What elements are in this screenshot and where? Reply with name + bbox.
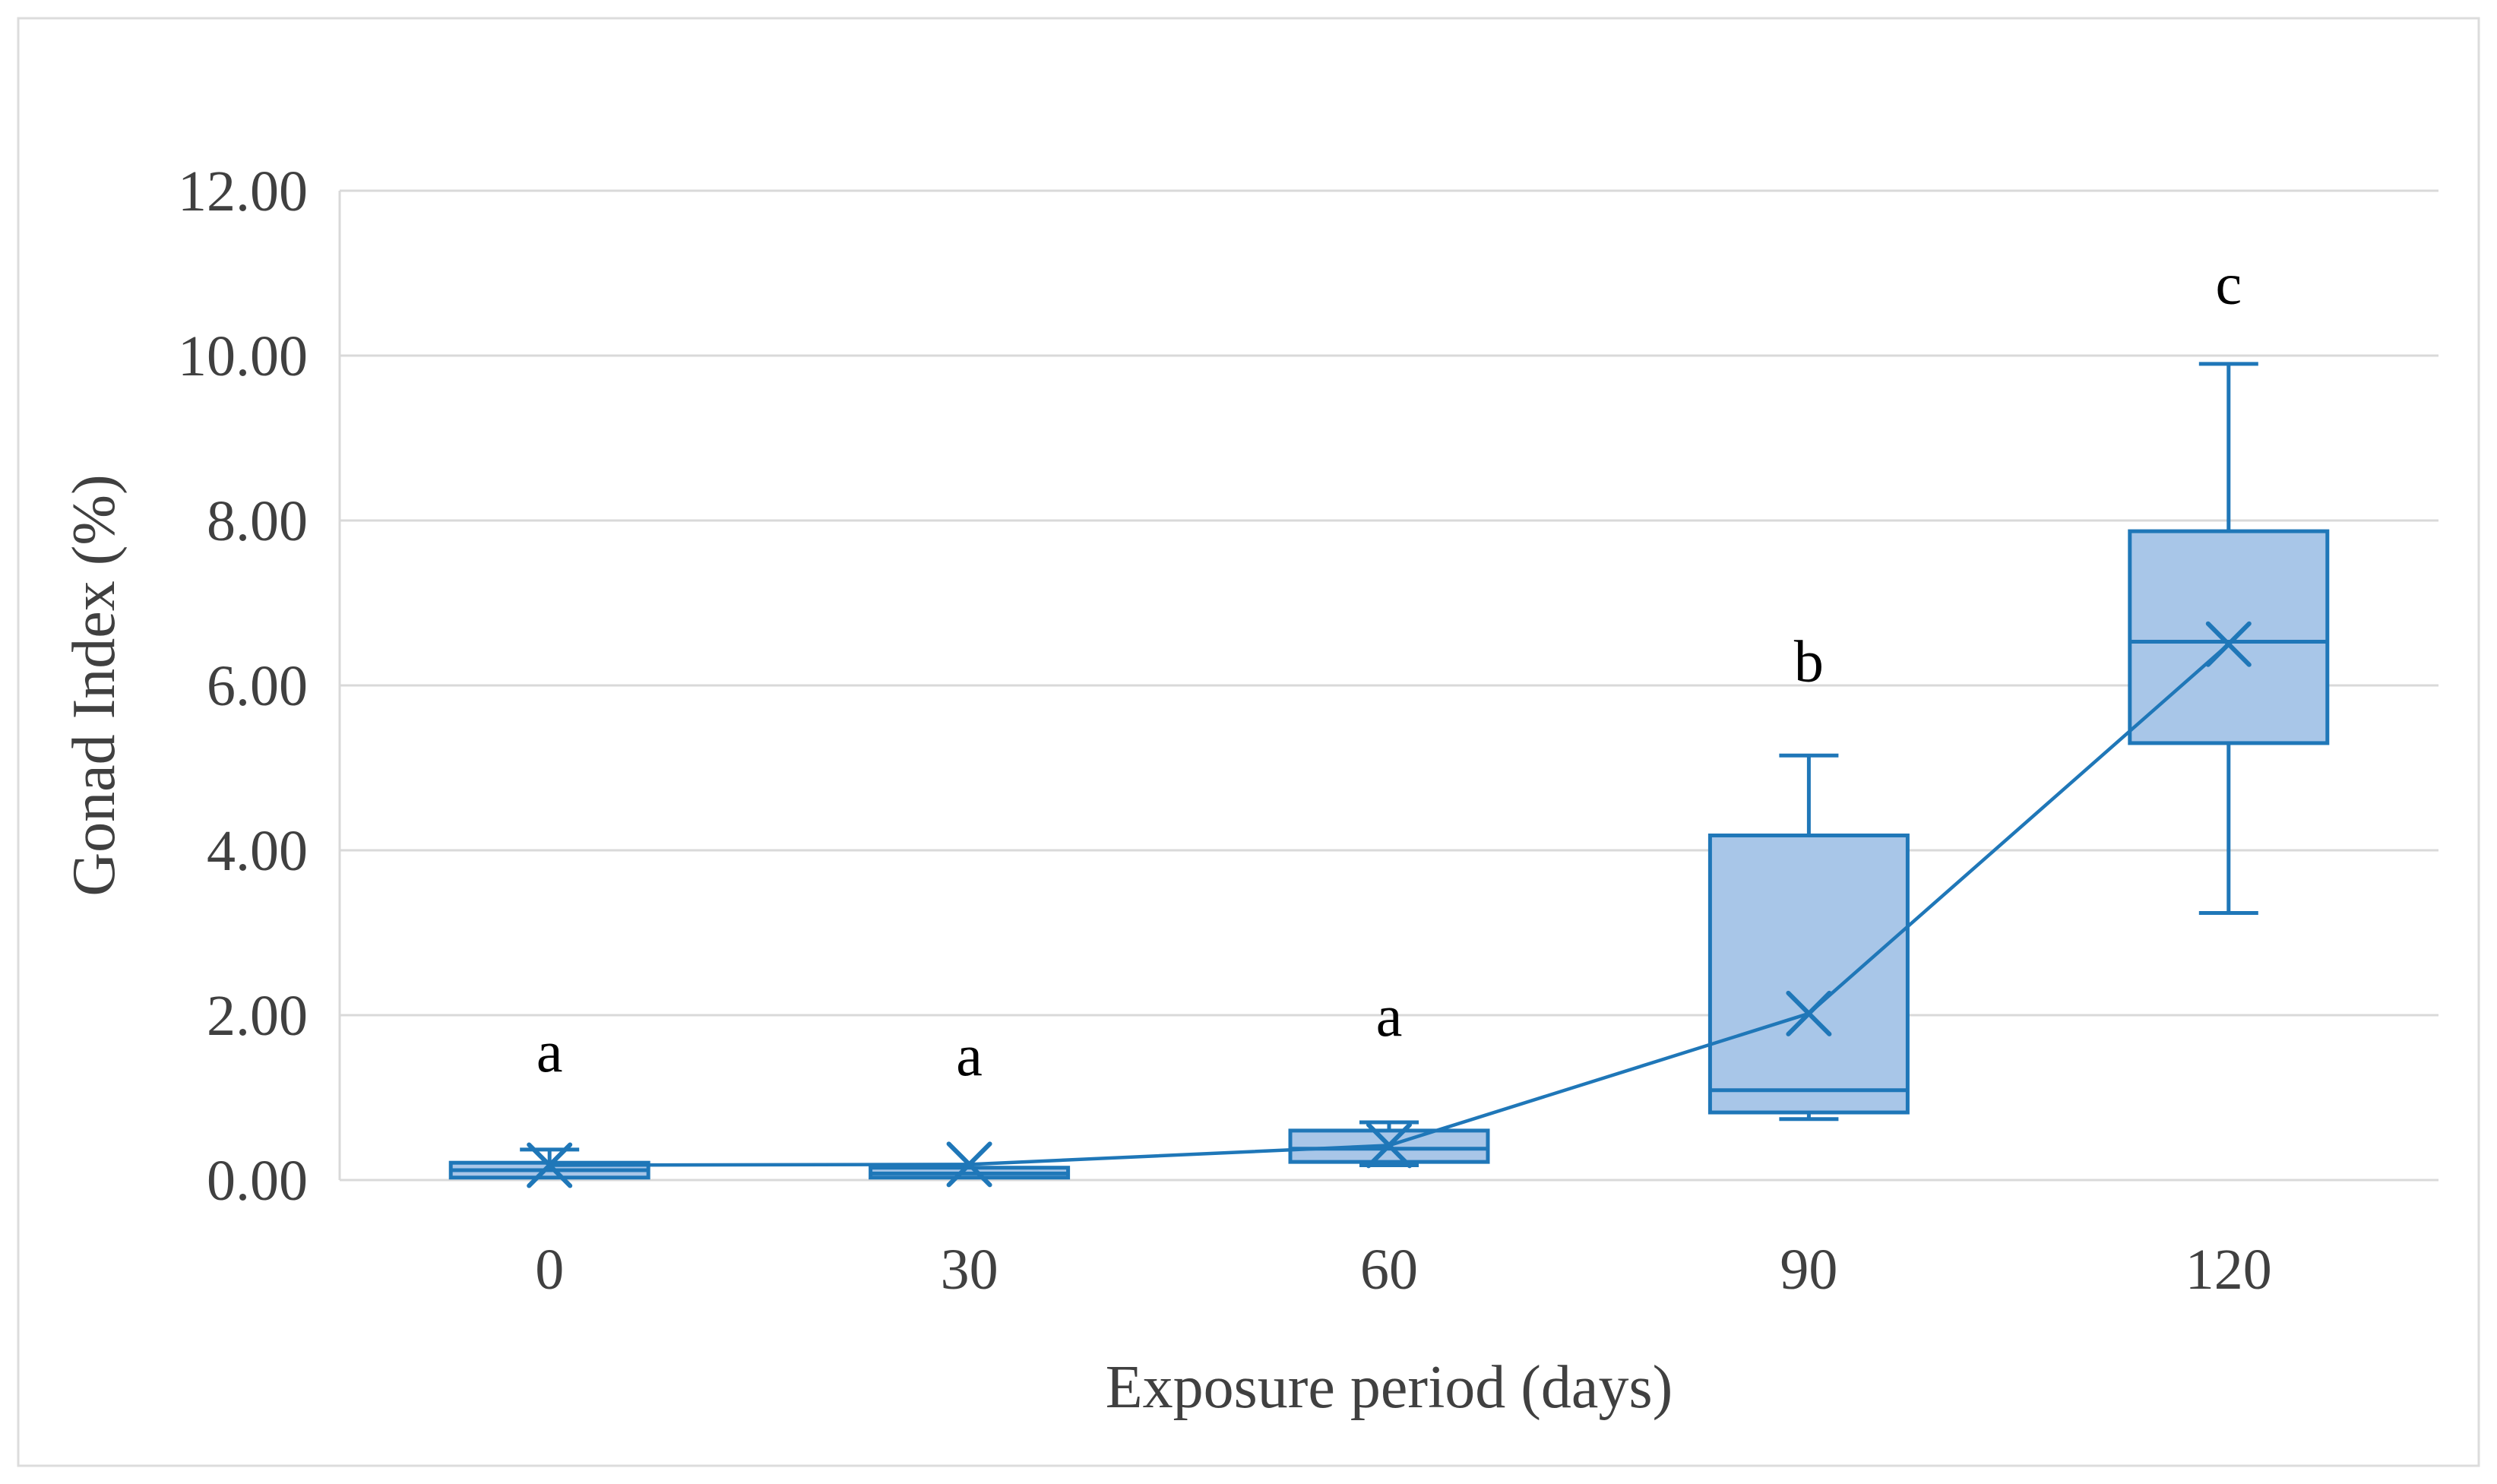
x-tick-label: 90	[1780, 1238, 1837, 1302]
mean-connector-layer	[549, 643, 2230, 1167]
x-tick-label: 120	[2185, 1238, 2272, 1302]
significance-letter-90: b	[1794, 628, 1824, 695]
significance-letter-layer: a a a b c	[536, 251, 2242, 1089]
x-axis-title: Exposure period (days)	[1106, 1354, 1673, 1421]
mean-marker-layer	[527, 621, 2252, 1188]
significance-letter-0: a	[536, 1018, 563, 1084]
mean-x-marker-60	[1366, 1122, 1412, 1169]
box-layer	[448, 529, 2330, 1180]
y-tick-label: 12.00	[178, 160, 308, 223]
y-axis-title: Gonad Index (%)	[61, 474, 128, 896]
x-tick-label: 0	[535, 1238, 564, 1302]
y-tick-label: 0.00	[207, 1149, 308, 1213]
figure-border-layer	[17, 17, 2480, 1467]
y-tick-label: 8.00	[207, 489, 308, 553]
mean-x-marker-0	[527, 1142, 573, 1188]
y-tick-label: 6.00	[207, 654, 308, 718]
box-90	[1707, 833, 1910, 1115]
gridline-layer	[338, 189, 2438, 1182]
y-tick-label: 4.00	[207, 819, 308, 883]
y-tick-label: 10.00	[178, 324, 308, 388]
x-tick-label: 60	[1360, 1238, 1418, 1302]
mean-x-marker-30	[946, 1141, 992, 1188]
box-120	[2128, 529, 2330, 745]
tick-label-layer: 0.00 2.00 4.00 6.00 8.00 10.00 12.00 0 30 60 90 120	[178, 160, 2272, 1302]
mean-x-marker-120	[2205, 621, 2252, 667]
significance-letter-30: a	[956, 1022, 983, 1088]
figure-border	[17, 17, 2480, 1467]
mean-x-marker-90	[1786, 990, 1832, 1036]
significance-letter-120: c	[2215, 251, 2242, 317]
whisker-layer	[451, 362, 2328, 1175]
mean-connector-line	[549, 643, 2230, 1167]
y-tick-label: 2.00	[207, 984, 308, 1048]
x-tick-label: 30	[941, 1238, 998, 1302]
significance-letter-60: a	[1376, 982, 1403, 1049]
